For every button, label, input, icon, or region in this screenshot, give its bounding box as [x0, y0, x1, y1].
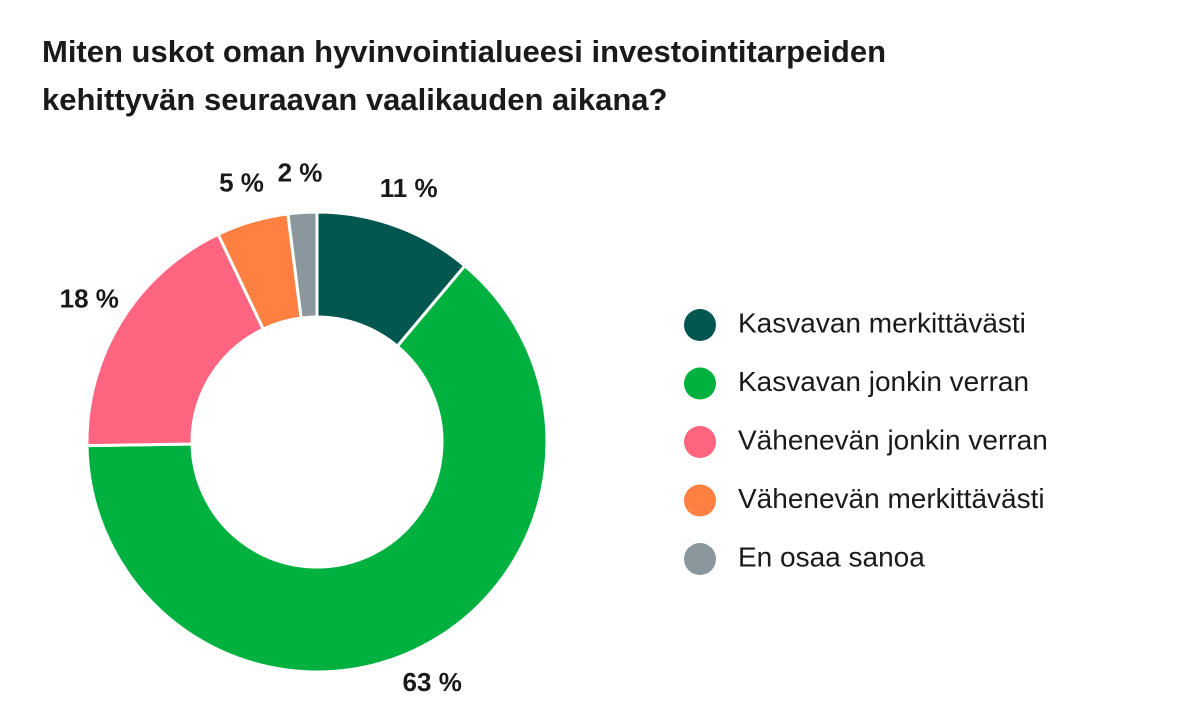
donut-segment [85, 263, 549, 674]
value-label: 5 % [219, 168, 264, 198]
legend-marker [684, 367, 716, 400]
donut-segment [85, 232, 266, 448]
legend-label: Vähenevän merkittävästi [738, 483, 1045, 514]
donut-segment [286, 210, 319, 320]
value-label: 11 % [380, 173, 438, 203]
legend-label: Vähenevän jonkin verran [738, 424, 1048, 455]
chart-title: Miten uskot oman hyvinvointialueesi inve… [42, 34, 887, 117]
legend-label: En osaa sanoa [738, 541, 925, 572]
legend-label: Kasvavan jonkin verran [738, 366, 1029, 397]
legend-marker [684, 543, 716, 575]
legend-marker [684, 309, 716, 341]
value-label: 63 % [403, 667, 462, 697]
legend-marker [684, 484, 716, 517]
value-label: 2 % [278, 157, 323, 187]
legend-marker [684, 426, 716, 458]
value-label: 18 % [60, 284, 119, 314]
legend-label: Kasvavan merkittävästi [738, 307, 1026, 338]
